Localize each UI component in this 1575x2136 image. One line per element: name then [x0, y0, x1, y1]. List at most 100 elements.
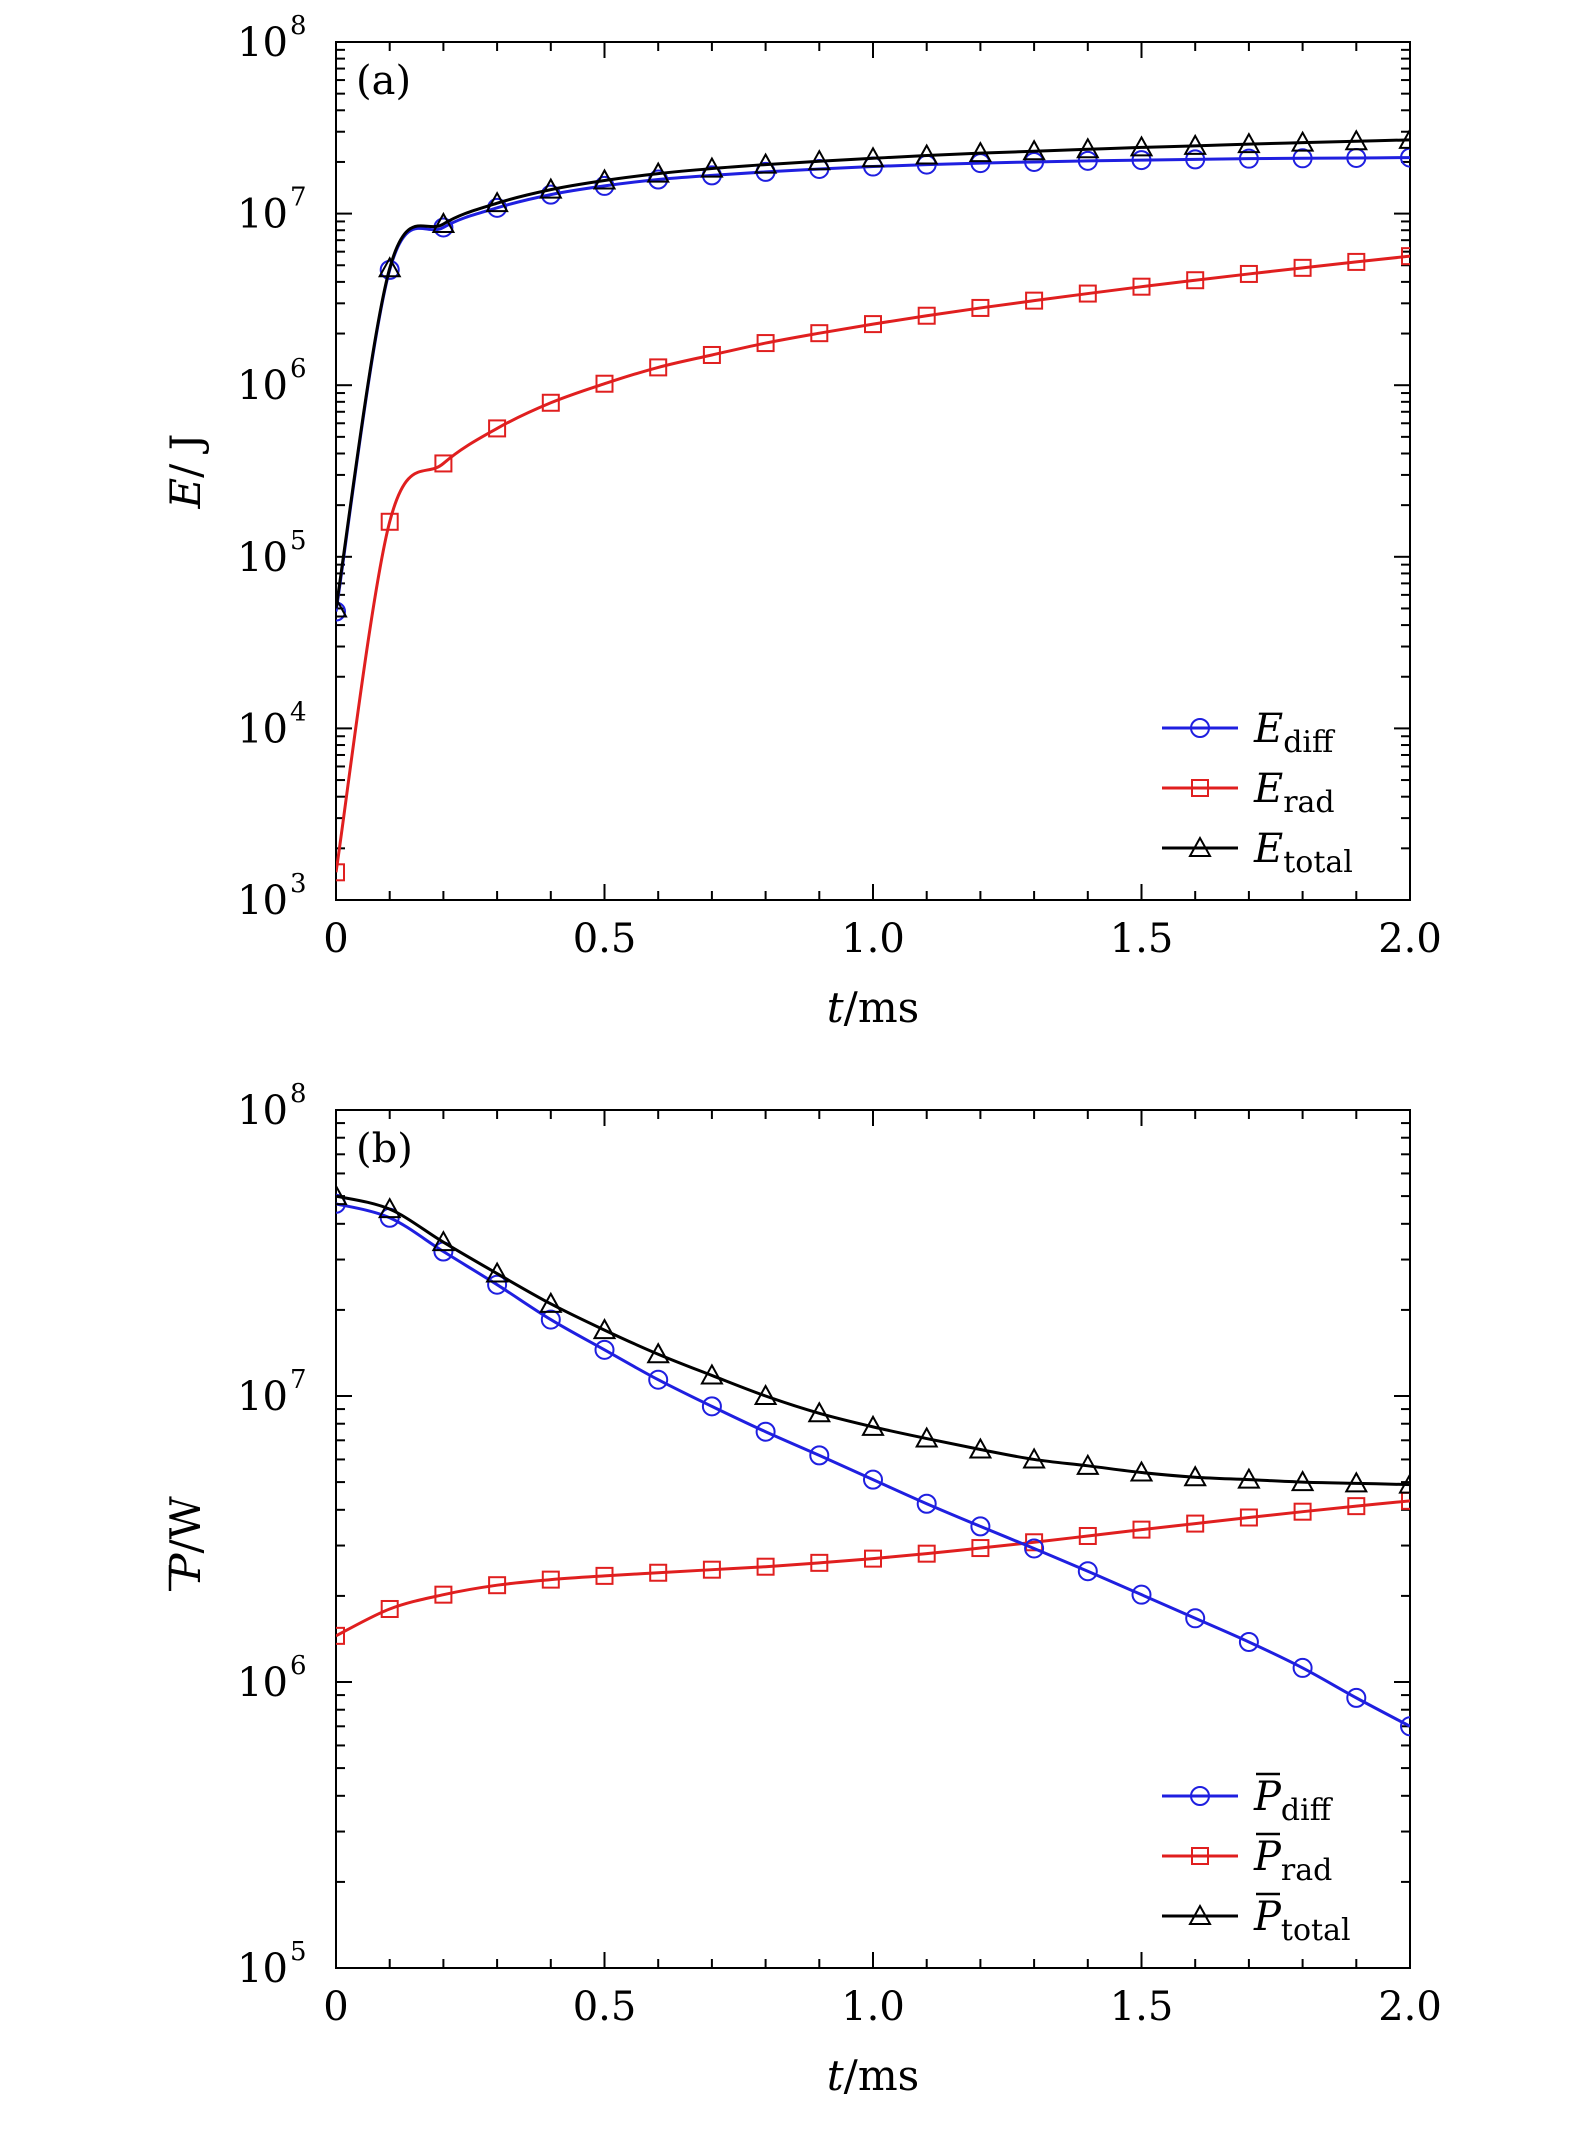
data-point-rad	[756, 334, 775, 353]
data-point-rad	[917, 1544, 936, 1563]
series-line-diff	[336, 1202, 1410, 1728]
data-point-rad	[434, 1585, 453, 1604]
data-point-diff	[1077, 150, 1098, 171]
panel-label: (a)	[356, 58, 411, 104]
series-total	[336, 127, 1410, 618]
legend-marker-diff	[1190, 1786, 1210, 1806]
x-axis-label: t/ms	[827, 983, 919, 1032]
y-tick-exponent: 7	[290, 183, 307, 213]
y-tick-base: 10	[237, 192, 288, 238]
data-point-rad	[595, 374, 614, 393]
data-point-diff	[1346, 1687, 1367, 1708]
data-point-diff	[1131, 1584, 1152, 1605]
legend-subscript: diff	[1281, 1793, 1334, 1828]
data-point-rad	[434, 454, 453, 473]
data-point-total	[646, 1342, 670, 1364]
legend-name: P	[1253, 1894, 1282, 1940]
y-tick-label: 10	[237, 1088, 288, 1134]
y-tick-base: 10	[237, 1374, 288, 1420]
data-point-rad	[1132, 1520, 1151, 1539]
y-tick-label: 10	[237, 878, 288, 924]
y-tick-base: 10	[237, 878, 288, 924]
series-line-rad	[336, 254, 1410, 873]
x-tick-label: 1.0	[841, 1984, 905, 2030]
data-point-total	[861, 146, 885, 168]
data-point-total	[915, 1426, 939, 1448]
data-point-rad	[541, 393, 560, 412]
data-point-total	[1076, 137, 1100, 159]
data-point-total	[1290, 1470, 1315, 1492]
legend-subscript: total	[1283, 845, 1353, 880]
data-point-total	[1237, 1467, 1261, 1489]
data-point-total	[1076, 1453, 1100, 1475]
data-point-total	[378, 1197, 402, 1219]
data-point-rad	[488, 1576, 507, 1595]
legend-marker-diff	[1190, 718, 1210, 738]
data-point-total	[1237, 132, 1261, 154]
panel-label: (b)	[356, 1126, 413, 1172]
data-point-total	[968, 141, 993, 163]
data-point-total	[1344, 129, 1368, 151]
x-axis-var: t	[827, 983, 844, 1032]
plot-frame	[335, 1109, 1411, 1969]
y-tick-label: 10	[237, 192, 288, 238]
data-point-diff	[1131, 150, 1152, 171]
x-axis-ticks	[335, 42, 1411, 900]
data-point-diff	[336, 601, 346, 622]
data-point-diff	[809, 1445, 830, 1466]
data-point-total	[1398, 1472, 1410, 1494]
x-axis-label: t/ms	[827, 2051, 919, 2100]
series-rad	[336, 247, 1410, 882]
data-point-total	[861, 1414, 885, 1436]
series-line-total	[336, 138, 1410, 609]
legend-label-total: Etotal	[1253, 826, 1353, 880]
y-tick-exponent: 5	[290, 1937, 307, 1967]
legend-subscript: rad	[1281, 1853, 1332, 1888]
legend-subscript: diff	[1283, 725, 1336, 760]
data-point-diff	[1077, 1561, 1098, 1582]
data-point-rad	[756, 1557, 775, 1576]
data-point-total	[968, 1437, 993, 1459]
data-point-rad	[1347, 1497, 1366, 1516]
data-point-total	[1022, 139, 1046, 161]
legend-label-diff: Ediff	[1253, 706, 1336, 760]
data-point-total	[1183, 133, 1207, 155]
data-point-total	[915, 143, 939, 165]
data-point-total	[431, 211, 456, 233]
data-point-total	[592, 1318, 617, 1340]
x-tick-label: 0	[323, 1984, 348, 2030]
data-point-total	[378, 256, 402, 278]
data-point-rad	[917, 306, 936, 325]
data-point-diff	[1238, 1631, 1259, 1652]
data-point-rad	[488, 419, 507, 438]
data-point-rad	[864, 315, 882, 334]
y-axis-label: E/ J	[161, 433, 210, 509]
data-point-diff	[1400, 147, 1410, 168]
series-line-diff	[336, 156, 1410, 612]
data-point-total	[1183, 1465, 1207, 1487]
data-point-rad	[1401, 1491, 1410, 1510]
y-tick-exponent: 8	[290, 1079, 307, 1109]
data-point-total	[1398, 127, 1410, 149]
x-axis-var: t	[827, 2051, 844, 2100]
data-point-rad	[702, 1560, 721, 1579]
legend-label-rad: Erad	[1253, 766, 1335, 820]
data-point-diff	[1024, 151, 1045, 172]
legend-marker-rad	[1191, 1847, 1209, 1865]
legend-subscript: total	[1281, 1913, 1351, 1948]
data-point-rad	[702, 345, 721, 364]
legend-marker-total	[1188, 1903, 1212, 1925]
y-axis-ticks	[336, 41, 1410, 901]
data-point-total	[1022, 1447, 1046, 1469]
legend-label-rad: Prad	[1253, 1834, 1332, 1888]
data-point-diff	[487, 1274, 508, 1295]
y-tick-base: 10	[237, 535, 288, 581]
y-axis-label: P/W	[161, 1495, 210, 1582]
legend-marker-rad	[1191, 779, 1209, 797]
data-point-rad	[649, 1563, 668, 1582]
y-tick-label: 10	[237, 1660, 288, 1706]
data-point-total	[753, 152, 778, 174]
data-point-rad	[971, 1539, 990, 1558]
data-point-diff	[863, 1469, 883, 1490]
data-point-total	[336, 596, 348, 618]
